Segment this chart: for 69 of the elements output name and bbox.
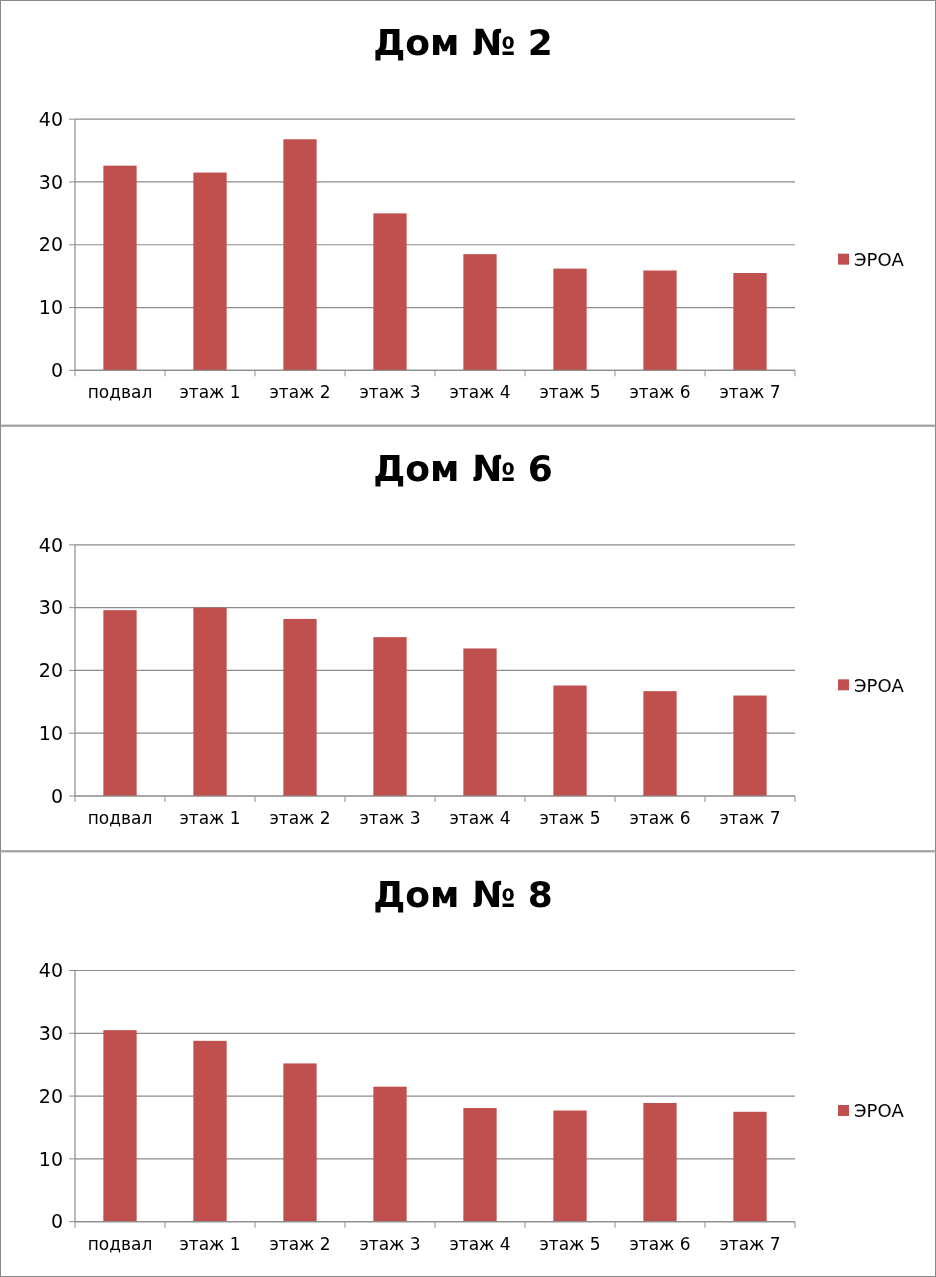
x-tick-label: этаж 1 [179, 1233, 241, 1254]
y-tick-label: 30 [38, 1021, 63, 1044]
x-tick-label: этаж 7 [719, 382, 781, 403]
x-tick-label: этаж 5 [539, 808, 601, 828]
x-tick-label: этаж 7 [719, 1233, 781, 1254]
bar [463, 1108, 497, 1222]
x-tick-label: подвал [87, 808, 153, 828]
bar [643, 691, 677, 796]
x-tick-label: этаж 4 [449, 808, 511, 828]
bar [373, 637, 407, 796]
bar [733, 695, 767, 796]
bar [553, 685, 587, 796]
x-tick-label: этаж 2 [269, 1233, 331, 1254]
bar [103, 165, 137, 371]
y-tick-label: 20 [38, 659, 63, 682]
x-tick-label: этаж 5 [539, 382, 601, 403]
y-tick-label: 40 [38, 107, 63, 130]
bar [283, 618, 317, 796]
y-tick-label: 0 [50, 1210, 63, 1233]
y-tick-label: 20 [38, 233, 63, 256]
x-tick-label: этаж 4 [449, 382, 511, 403]
chart-title: Дом № 8 [373, 873, 553, 915]
x-tick-label: этаж 3 [359, 382, 421, 403]
legend-label: ЭРОА [854, 1100, 905, 1122]
x-tick-label: этаж 3 [359, 808, 421, 828]
bar [553, 1110, 587, 1222]
legend-label: ЭРОА [854, 248, 905, 270]
x-tick-label: подвал [87, 382, 153, 403]
bar [193, 172, 227, 371]
y-tick-label: 20 [38, 1084, 63, 1107]
x-tick-label: этаж 2 [269, 382, 331, 403]
x-tick-label: этаж 6 [629, 382, 691, 403]
bar [643, 1103, 677, 1222]
y-tick-label: 10 [38, 721, 63, 744]
x-tick-label: этаж 1 [179, 808, 241, 828]
bar [373, 1086, 407, 1222]
bar [643, 270, 677, 371]
bar [463, 254, 497, 371]
x-tick-label: этаж 6 [629, 1233, 691, 1254]
x-tick-label: этаж 4 [449, 1233, 511, 1254]
bar [193, 607, 227, 796]
bar [733, 1111, 767, 1222]
y-tick-label: 40 [38, 533, 63, 556]
x-tick-label: этаж 7 [719, 808, 781, 828]
bar [283, 1063, 317, 1222]
bar [193, 1040, 227, 1222]
x-tick-label: этаж 3 [359, 1233, 421, 1254]
bar [553, 268, 587, 371]
y-tick-label: 40 [38, 959, 63, 982]
bar [103, 610, 137, 796]
bar [103, 1030, 137, 1222]
bar [733, 273, 767, 371]
bar [283, 139, 317, 371]
x-tick-label: этаж 2 [269, 808, 331, 828]
x-tick-label: этаж 1 [179, 382, 241, 403]
y-tick-label: 10 [38, 1147, 63, 1170]
x-tick-label: подвал [87, 1233, 153, 1254]
y-tick-label: 0 [50, 784, 63, 807]
chart-title: Дом № 6 [373, 448, 553, 489]
bar [373, 213, 407, 371]
x-tick-label: этаж 5 [539, 1233, 601, 1254]
y-tick-label: 0 [50, 358, 63, 381]
bar [463, 648, 497, 796]
y-tick-label: 30 [38, 596, 63, 619]
y-tick-label: 10 [38, 296, 63, 319]
y-tick-label: 30 [38, 170, 63, 193]
legend-label: ЭРОА [854, 674, 905, 696]
x-tick-label: этаж 6 [629, 808, 691, 828]
chart-title: Дом № 2 [373, 22, 553, 64]
